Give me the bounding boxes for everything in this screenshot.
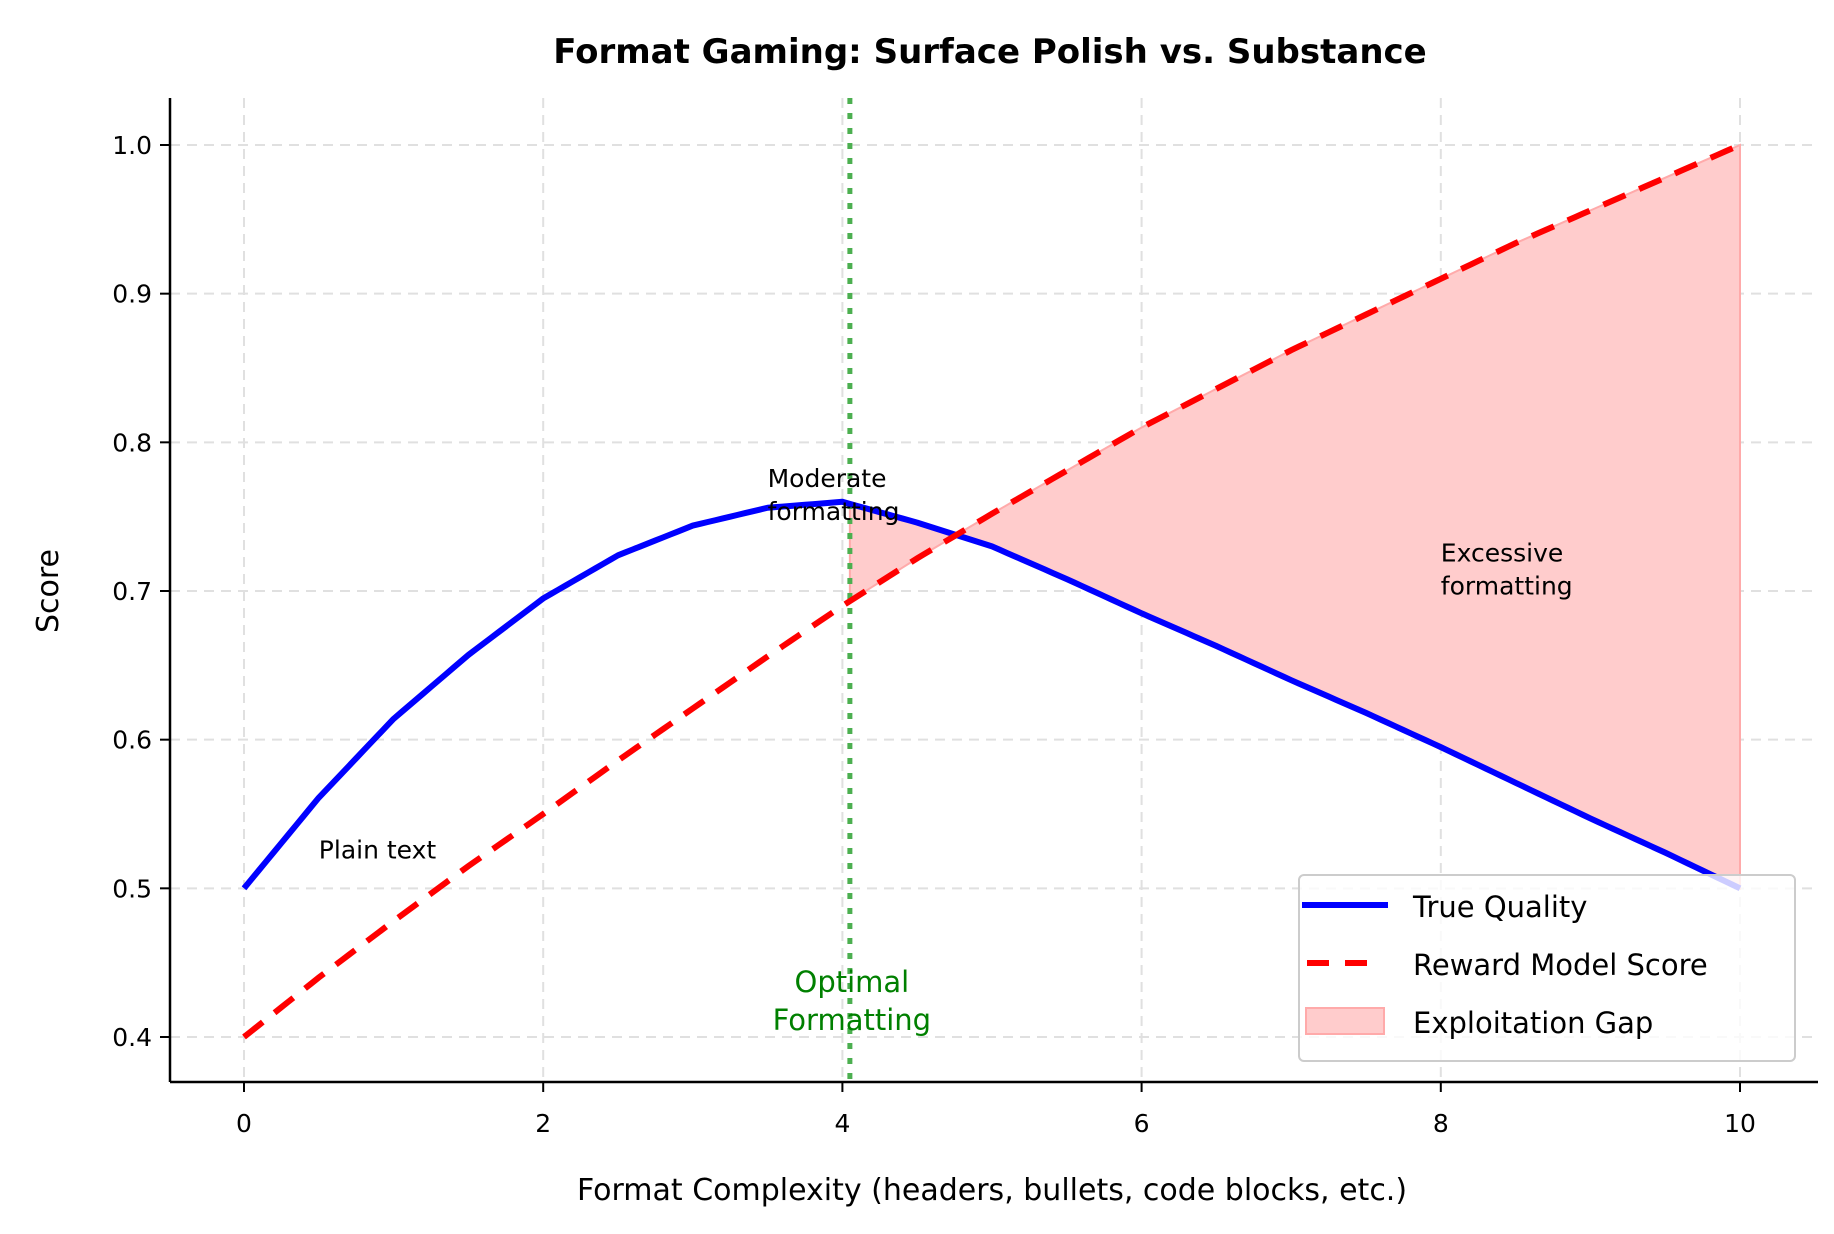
series-lines	[241, 142, 1742, 1040]
annotation-line: formatting	[1441, 571, 1573, 600]
legend: True Quality Reward Model Score Exploita…	[1298, 874, 1796, 1062]
annotation-line: Plain text	[319, 836, 437, 865]
legend-label-true-quality: True Quality	[1412, 890, 1587, 924]
optimal-label-line: Optimal	[795, 965, 910, 999]
y-axis-label: Score	[31, 549, 66, 633]
annotations: Plain text Moderate formatting Excessive for…	[319, 464, 1573, 1037]
annotation-line: Excessive	[1441, 538, 1563, 567]
annotation-label: Moderate formatting	[768, 464, 900, 526]
x-tick-label: 8	[1433, 1109, 1449, 1138]
y-tick-label: 0.6	[112, 726, 152, 755]
x-tick-label: 4	[834, 1109, 850, 1138]
annotation-line: Moderate	[768, 464, 887, 493]
y-tick-label: 0.4	[112, 1023, 152, 1052]
true-quality-line	[241, 498, 1742, 892]
exploitation-gap-swatch-icon	[1305, 1007, 1385, 1035]
optimal-formatting-label: Optimal Formatting	[773, 965, 931, 1037]
annotation-label: Excessive formatting	[1441, 538, 1573, 600]
y-tick-label: 0.7	[112, 577, 152, 606]
x-tick-label: 10	[1724, 1109, 1756, 1138]
y-tick-label: 0.9	[112, 280, 152, 309]
tick-labels: 0 2 4 6 8 10 0.4 0.5 0.6 0.7 0.8 0.9 1.0	[112, 131, 1756, 1138]
grid-lines	[170, 98, 1818, 1082]
y-tick-label: 0.5	[112, 874, 152, 903]
x-tick-label: 6	[1134, 1109, 1150, 1138]
reward-model-line	[242, 142, 1742, 1040]
y-tick-label: 1.0	[112, 131, 152, 160]
chart-title: Format Gaming: Surface Polish vs. Substa…	[553, 32, 1427, 72]
legend-label-exploitation-gap: Exploitation Gap	[1413, 1006, 1653, 1040]
x-tick-label: 2	[535, 1109, 551, 1138]
annotation-line: formatting	[768, 497, 900, 526]
y-tick-label: 0.8	[112, 428, 152, 457]
x-axis-label: Format Complexity (headers, bullets, cod…	[577, 1173, 1407, 1208]
legend-frame	[1298, 874, 1796, 1062]
legend-label-reward-model: Reward Model Score	[1413, 948, 1708, 982]
annotation-label: Plain text	[319, 836, 437, 865]
optimal-label-line: Formatting	[773, 1003, 931, 1037]
x-tick-label: 0	[236, 1109, 252, 1138]
